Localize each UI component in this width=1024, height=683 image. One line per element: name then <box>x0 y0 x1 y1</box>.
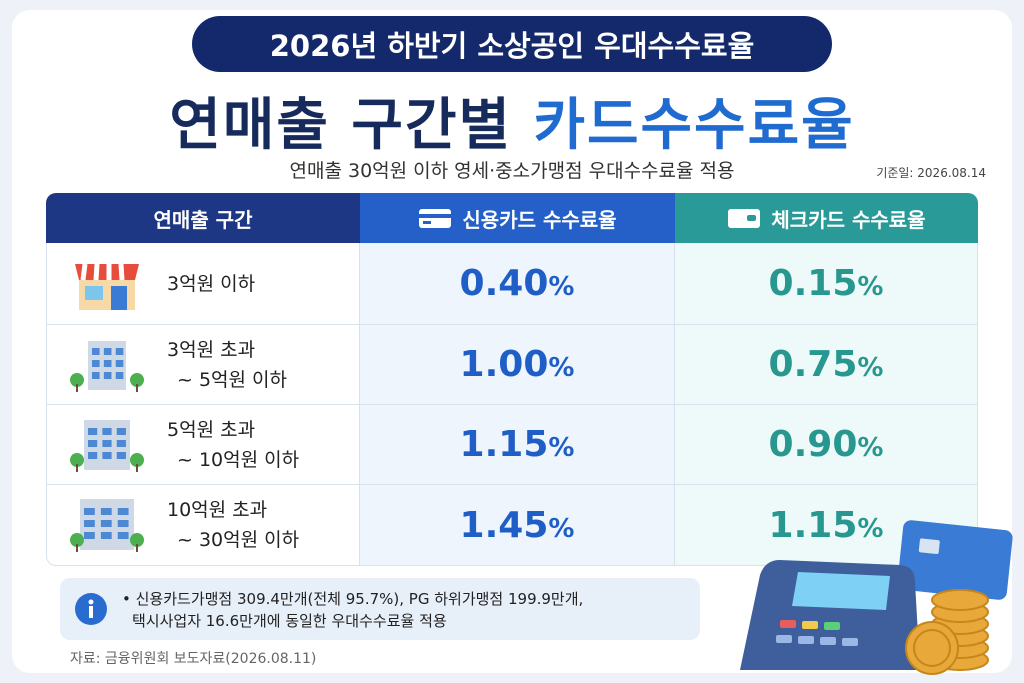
check-rate: 0.75% <box>768 344 884 385</box>
column-header: 연매출 구간 <box>46 193 360 243</box>
column-label: 연매출 구간 <box>153 207 253 232</box>
range-line: 3억원 초과 <box>167 338 256 361</box>
credit-rate: 1.45% <box>459 504 575 546</box>
range-text: 3억원 이하 <box>167 269 255 299</box>
check-rate: 0.90% <box>768 424 884 465</box>
card-icon <box>728 209 761 228</box>
range-text: 10억원 초과 ~ 30억원 이하 <box>167 495 299 555</box>
credit-rate: 1.15% <box>459 424 575 465</box>
column-header: 체크카드 수수료율 <box>675 193 978 243</box>
range-text: 3억원 초과 ~ 5억원 이하 <box>167 335 287 395</box>
range-cell: 10억원 초과 ~ 30억원 이하 <box>46 485 360 566</box>
note-line: • 신용카드가맹점 309.4만개(전체 95.7%), PG 하위가맹점 19… <box>122 590 584 608</box>
title-highlight: 카드수수료율 <box>533 93 855 158</box>
range-line: ~ 10억원 이하 <box>177 448 300 471</box>
pos-illustration <box>740 520 1013 675</box>
range-line: ~ 30억원 이하 <box>177 529 300 551</box>
range-cell: 3억원 초과 ~ 5억원 이하 <box>46 325 360 405</box>
note-line: 택시사업자 16.6만개에 동일한 우대수수료율 적용 <box>132 612 447 630</box>
credit-cell: 1.15% <box>360 405 675 485</box>
check-cell: 0.75% <box>675 325 978 405</box>
check-cell: 0.15% <box>675 243 978 325</box>
source: 자료: 금융위원회 보도자료(2026.08.11) <box>70 651 317 667</box>
credit-cell: 0.40% <box>360 243 675 325</box>
range-line: ~ 5억원 이하 <box>177 368 288 391</box>
building-icon <box>70 419 144 472</box>
store-icon <box>75 263 139 310</box>
subtitle: 연매출 30억원 이하 영세·중소가맹점 우대수수료율 적용 <box>289 160 735 182</box>
range-cell: 3억원 이하 <box>46 243 360 325</box>
title-part: 연매출 구간별 <box>169 93 512 158</box>
badge: 2026년 하반기 소상공인 우대수수료율 <box>192 16 832 72</box>
building-icon <box>70 340 144 392</box>
credit-rate: 1.00% <box>459 344 575 385</box>
range-line: 5억원 초과 <box>167 418 256 441</box>
building-icon <box>70 499 144 552</box>
check-cell: 0.90% <box>675 405 978 485</box>
column-label: 신용카드 수수료율 <box>462 207 617 232</box>
note: • 신용카드가맹점 309.4만개(전체 95.7%), PG 하위가맹점 19… <box>60 578 700 640</box>
range-text: 5억원 초과 ~ 10억원 이하 <box>167 415 299 475</box>
range-line: 10억원 초과 <box>167 499 268 521</box>
card-icon <box>419 209 452 228</box>
credit-rate: 0.40% <box>459 263 575 304</box>
credit-cell: 1.00% <box>360 325 675 405</box>
note-text: • 신용카드가맹점 309.4만개(전체 95.7%), PG 하위가맹점 19… <box>122 588 583 632</box>
column-header: 신용카드 수수료율 <box>360 193 675 243</box>
date: 기준일: 2026.08.14 <box>876 166 986 180</box>
column-label: 체크카드 수수료율 <box>771 207 926 232</box>
title: 연매출 구간별 카드수수료율 <box>0 80 1024 161</box>
range-line: 3억원 이하 <box>167 272 256 295</box>
range-cell: 5억원 초과 ~ 10억원 이하 <box>46 405 360 485</box>
credit-cell: 1.45% <box>360 485 675 566</box>
check-rate: 1.15% <box>768 504 884 546</box>
info-icon <box>75 593 107 625</box>
check-rate: 0.15% <box>768 263 884 304</box>
